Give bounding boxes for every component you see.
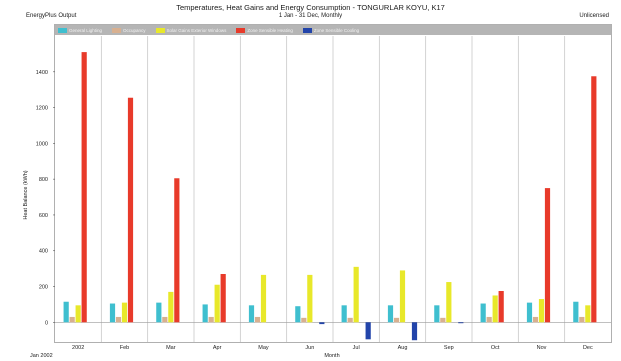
bar-general-lighting: [295, 306, 301, 323]
y-tick-label: 1400: [36, 70, 48, 76]
legend-label: Zone Sensible Heating: [247, 27, 293, 33]
x-tick-label: Nov: [537, 345, 547, 351]
legend-label: Zone Sensible Cooling: [313, 27, 360, 33]
x-axis-label: Month: [324, 353, 340, 359]
bar-solar-gains-exterior-windows: [585, 305, 591, 323]
bar-occupancy: [115, 316, 122, 323]
legend-label: General Lighting: [69, 27, 103, 33]
chart-title: Temperatures, Heat Gains and Energy Cons…: [176, 3, 445, 12]
bar-solar-gains-exterior-windows: [492, 295, 498, 323]
x-tick-label: Dec: [583, 345, 593, 351]
legend-swatch: [236, 27, 246, 33]
legend-swatch: [155, 27, 165, 33]
bar-general-lighting: [202, 304, 208, 323]
bar-general-lighting: [109, 303, 116, 323]
bar-occupancy: [393, 317, 400, 323]
y-tick-label: 0: [45, 320, 48, 326]
bar-zone-sensible-heating: [591, 76, 597, 323]
bar-solar-gains-exterior-windows: [214, 284, 220, 323]
bar-occupancy: [69, 316, 75, 323]
legend-swatch: [302, 27, 312, 33]
legend-label: Solar Gains Exterior Windows: [166, 27, 227, 33]
bar-occupancy: [301, 317, 307, 323]
x-tick-label: Apr: [213, 345, 222, 351]
bar-general-lighting: [63, 301, 69, 323]
y-tick-label: 800: [39, 177, 48, 183]
bar-occupancy: [208, 316, 214, 323]
legend-swatch: [58, 27, 67, 33]
y-tick-label: 1000: [36, 141, 48, 147]
bar-occupancy: [440, 317, 446, 323]
x-tick-label: 2002: [72, 345, 84, 351]
bar-general-lighting: [573, 301, 579, 323]
x-tick-label: Oct: [491, 345, 500, 351]
bar-zone-sensible-cooling: [319, 322, 325, 325]
bar-solar-gains-exterior-windows: [168, 291, 174, 323]
x-tick-label: Sep: [444, 345, 454, 351]
bar-occupancy: [579, 316, 585, 323]
bar-solar-gains-exterior-windows: [538, 299, 545, 323]
bar-solar-gains-exterior-windows: [121, 302, 128, 323]
y-tick-label: 400: [39, 249, 48, 255]
bar-solar-gains-exterior-windows: [353, 266, 359, 323]
bar-zone-sensible-cooling: [411, 322, 418, 341]
bar-zone-sensible-heating: [81, 52, 87, 323]
bar-zone-sensible-heating: [174, 178, 180, 323]
bar-general-lighting: [526, 302, 533, 323]
bar-solar-gains-exterior-windows: [75, 305, 81, 323]
bar-solar-gains-exterior-windows: [399, 270, 406, 323]
chart-subtitle: 1 Jan - 31 Dec, Monthly: [278, 13, 343, 19]
start-date-label: Jan 2002: [30, 353, 53, 359]
bar-zone-sensible-heating: [220, 274, 226, 323]
bar-general-lighting: [248, 305, 255, 323]
source-label: EnergyPlus Output: [26, 13, 77, 19]
bar-general-lighting: [387, 305, 394, 323]
y-tick-label: 200: [39, 285, 48, 291]
bar-zone-sensible-cooling: [458, 322, 464, 324]
bar-occupancy: [347, 317, 353, 323]
bar-general-lighting: [341, 305, 347, 323]
x-tick-label: Jun: [305, 345, 314, 351]
bar-occupancy: [254, 316, 261, 323]
bar-general-lighting: [156, 302, 162, 323]
bar-solar-gains-exterior-windows: [446, 282, 452, 323]
x-tick-label: Aug: [398, 345, 408, 351]
bar-occupancy: [486, 316, 492, 323]
x-tick-label: Jul: [353, 345, 360, 351]
chart-legend: General Lighting Occupancy Solar Gains Ext…: [55, 25, 611, 35]
bar-zone-sensible-heating: [498, 291, 504, 323]
y-axis-label: Heat Balance (kWh): [23, 170, 29, 220]
bar-solar-gains-exterior-windows: [260, 274, 267, 323]
bar-zone-sensible-cooling: [365, 322, 371, 340]
legend-swatch: [112, 27, 122, 33]
y-tick-label: 600: [39, 213, 48, 219]
legend-label: Occupancy: [123, 27, 146, 33]
bar-general-lighting: [480, 303, 486, 323]
license-label: Unlicensed: [579, 13, 609, 19]
legend-item: Occupancy: [112, 27, 146, 33]
legend-item: General Lighting: [58, 27, 103, 33]
bar-occupancy: [532, 316, 539, 323]
bar-zone-sensible-heating: [544, 188, 551, 323]
bar-occupancy: [162, 316, 168, 323]
y-tick-label: 1200: [36, 106, 48, 112]
x-tick-label: May: [258, 345, 269, 351]
legend-item: Zone Sensible Heating: [236, 27, 293, 33]
legend-item: Solar Gains Exterior Windows: [155, 27, 227, 33]
bar-general-lighting: [434, 305, 440, 323]
x-tick-label: Mar: [166, 345, 176, 351]
legend-item: Zone Sensible Cooling: [302, 27, 360, 33]
bar-solar-gains-exterior-windows: [307, 274, 313, 323]
x-tick-label: Feb: [120, 345, 129, 351]
bar-zone-sensible-heating: [127, 97, 134, 323]
